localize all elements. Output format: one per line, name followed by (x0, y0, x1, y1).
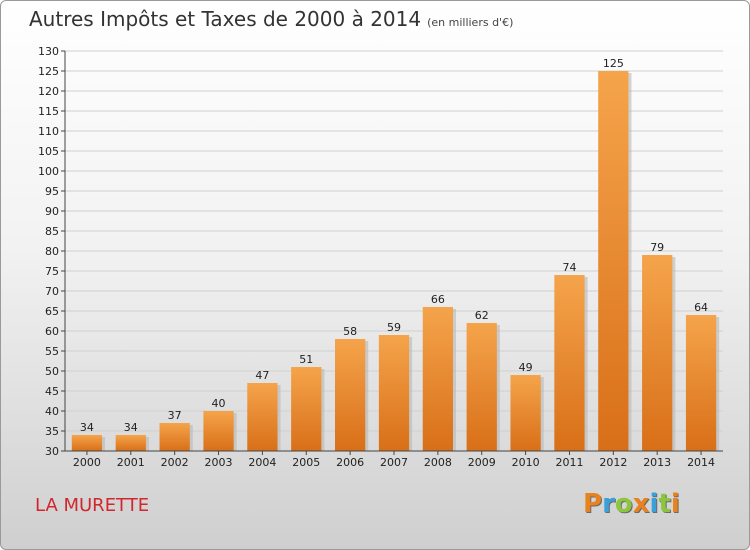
x-tick-label: 2005 (292, 456, 320, 469)
y-tick-label: 80 (45, 245, 59, 258)
data-label: 47 (255, 369, 269, 382)
data-label: 58 (343, 325, 357, 338)
logo-letter: t (658, 489, 671, 519)
data-label: 125 (603, 57, 624, 70)
logo-letter: P (583, 489, 603, 519)
y-tick-label: 100 (38, 165, 59, 178)
data-label: 64 (694, 301, 708, 314)
chart-title-text: Autres Impôts et Taxes de 2000 à 2014 (29, 7, 422, 31)
x-tick-label: 2011 (555, 456, 583, 469)
commune-name: LA MURETTE (35, 495, 150, 516)
y-tick-label: 50 (45, 365, 59, 378)
x-tick-label: 2006 (336, 456, 364, 469)
y-tick-label: 70 (45, 285, 59, 298)
bar (159, 423, 190, 451)
bar (247, 383, 278, 451)
bar (685, 315, 717, 451)
bar (115, 435, 146, 451)
y-tick-label: 120 (38, 85, 59, 98)
data-label: 49 (519, 361, 533, 374)
data-label: 59 (387, 321, 401, 334)
bar (554, 275, 585, 451)
data-label: 66 (431, 293, 445, 306)
data-label: 62 (475, 309, 489, 322)
bar (598, 71, 629, 451)
data-label: 40 (212, 397, 226, 410)
x-tick-label: 2000 (73, 456, 101, 469)
y-tick-label: 105 (38, 145, 59, 158)
logo-letter: r (602, 489, 615, 519)
y-tick-label: 45 (45, 385, 59, 398)
y-tick-label: 125 (38, 65, 59, 78)
bar (334, 339, 366, 451)
y-tick-label: 130 (38, 45, 59, 58)
y-tick-label: 35 (45, 425, 59, 438)
y-tick-label: 115 (38, 105, 59, 118)
data-label: 34 (124, 421, 138, 434)
x-tick-label: 2013 (643, 456, 671, 469)
data-label: 74 (562, 261, 576, 274)
x-tick-label: 2004 (248, 456, 276, 469)
labels: 30 35 40 45 50 55 60 65 70 75 80 85 90 95 100 105 110 115… (38, 45, 715, 469)
bar (203, 411, 234, 451)
logo-letter: o (614, 489, 633, 519)
x-tick-label: 2012 (599, 456, 627, 469)
logo-letter: i (649, 489, 659, 519)
y-tick-label: 55 (45, 345, 59, 358)
y-tick-label: 60 (45, 325, 59, 338)
y-tick-label: 30 (45, 445, 59, 458)
bars (71, 71, 720, 451)
y-tick-label: 65 (45, 305, 59, 318)
y-tick-label: 90 (45, 205, 59, 218)
x-tick-label: 2002 (161, 456, 189, 469)
data-label: 37 (168, 409, 182, 422)
y-tick-label: 95 (45, 185, 59, 198)
y-tick-label: 75 (45, 265, 59, 278)
x-tick-label: 2010 (512, 456, 540, 469)
x-tick-label: 2001 (117, 456, 145, 469)
bar (378, 335, 410, 451)
x-tick-label: 2007 (380, 456, 408, 469)
y-tick-label: 85 (45, 225, 59, 238)
data-label: 79 (650, 241, 664, 254)
y-tick-label: 40 (45, 405, 59, 418)
x-tick-label: 2009 (468, 456, 496, 469)
bar (510, 375, 541, 451)
chart-unit: (en milliers d'€) (427, 16, 514, 29)
bar (422, 307, 454, 451)
proxiti-logo: Proxiti (583, 489, 680, 519)
x-tick-label: 2014 (687, 456, 715, 469)
x-tick-label: 2003 (205, 456, 233, 469)
bar (642, 255, 673, 451)
bar (71, 435, 103, 451)
logo-letter: x (632, 489, 650, 519)
data-label: 34 (80, 421, 94, 434)
logo-letter: i (670, 489, 680, 519)
y-tick-label: 110 (38, 125, 59, 138)
chart-title: Autres Impôts et Taxes de 2000 à 2014 (en… (29, 7, 513, 31)
bar (291, 367, 322, 451)
x-tick-label: 2008 (424, 456, 452, 469)
axes (61, 50, 723, 455)
data-label: 51 (299, 353, 313, 366)
bar (466, 323, 497, 451)
